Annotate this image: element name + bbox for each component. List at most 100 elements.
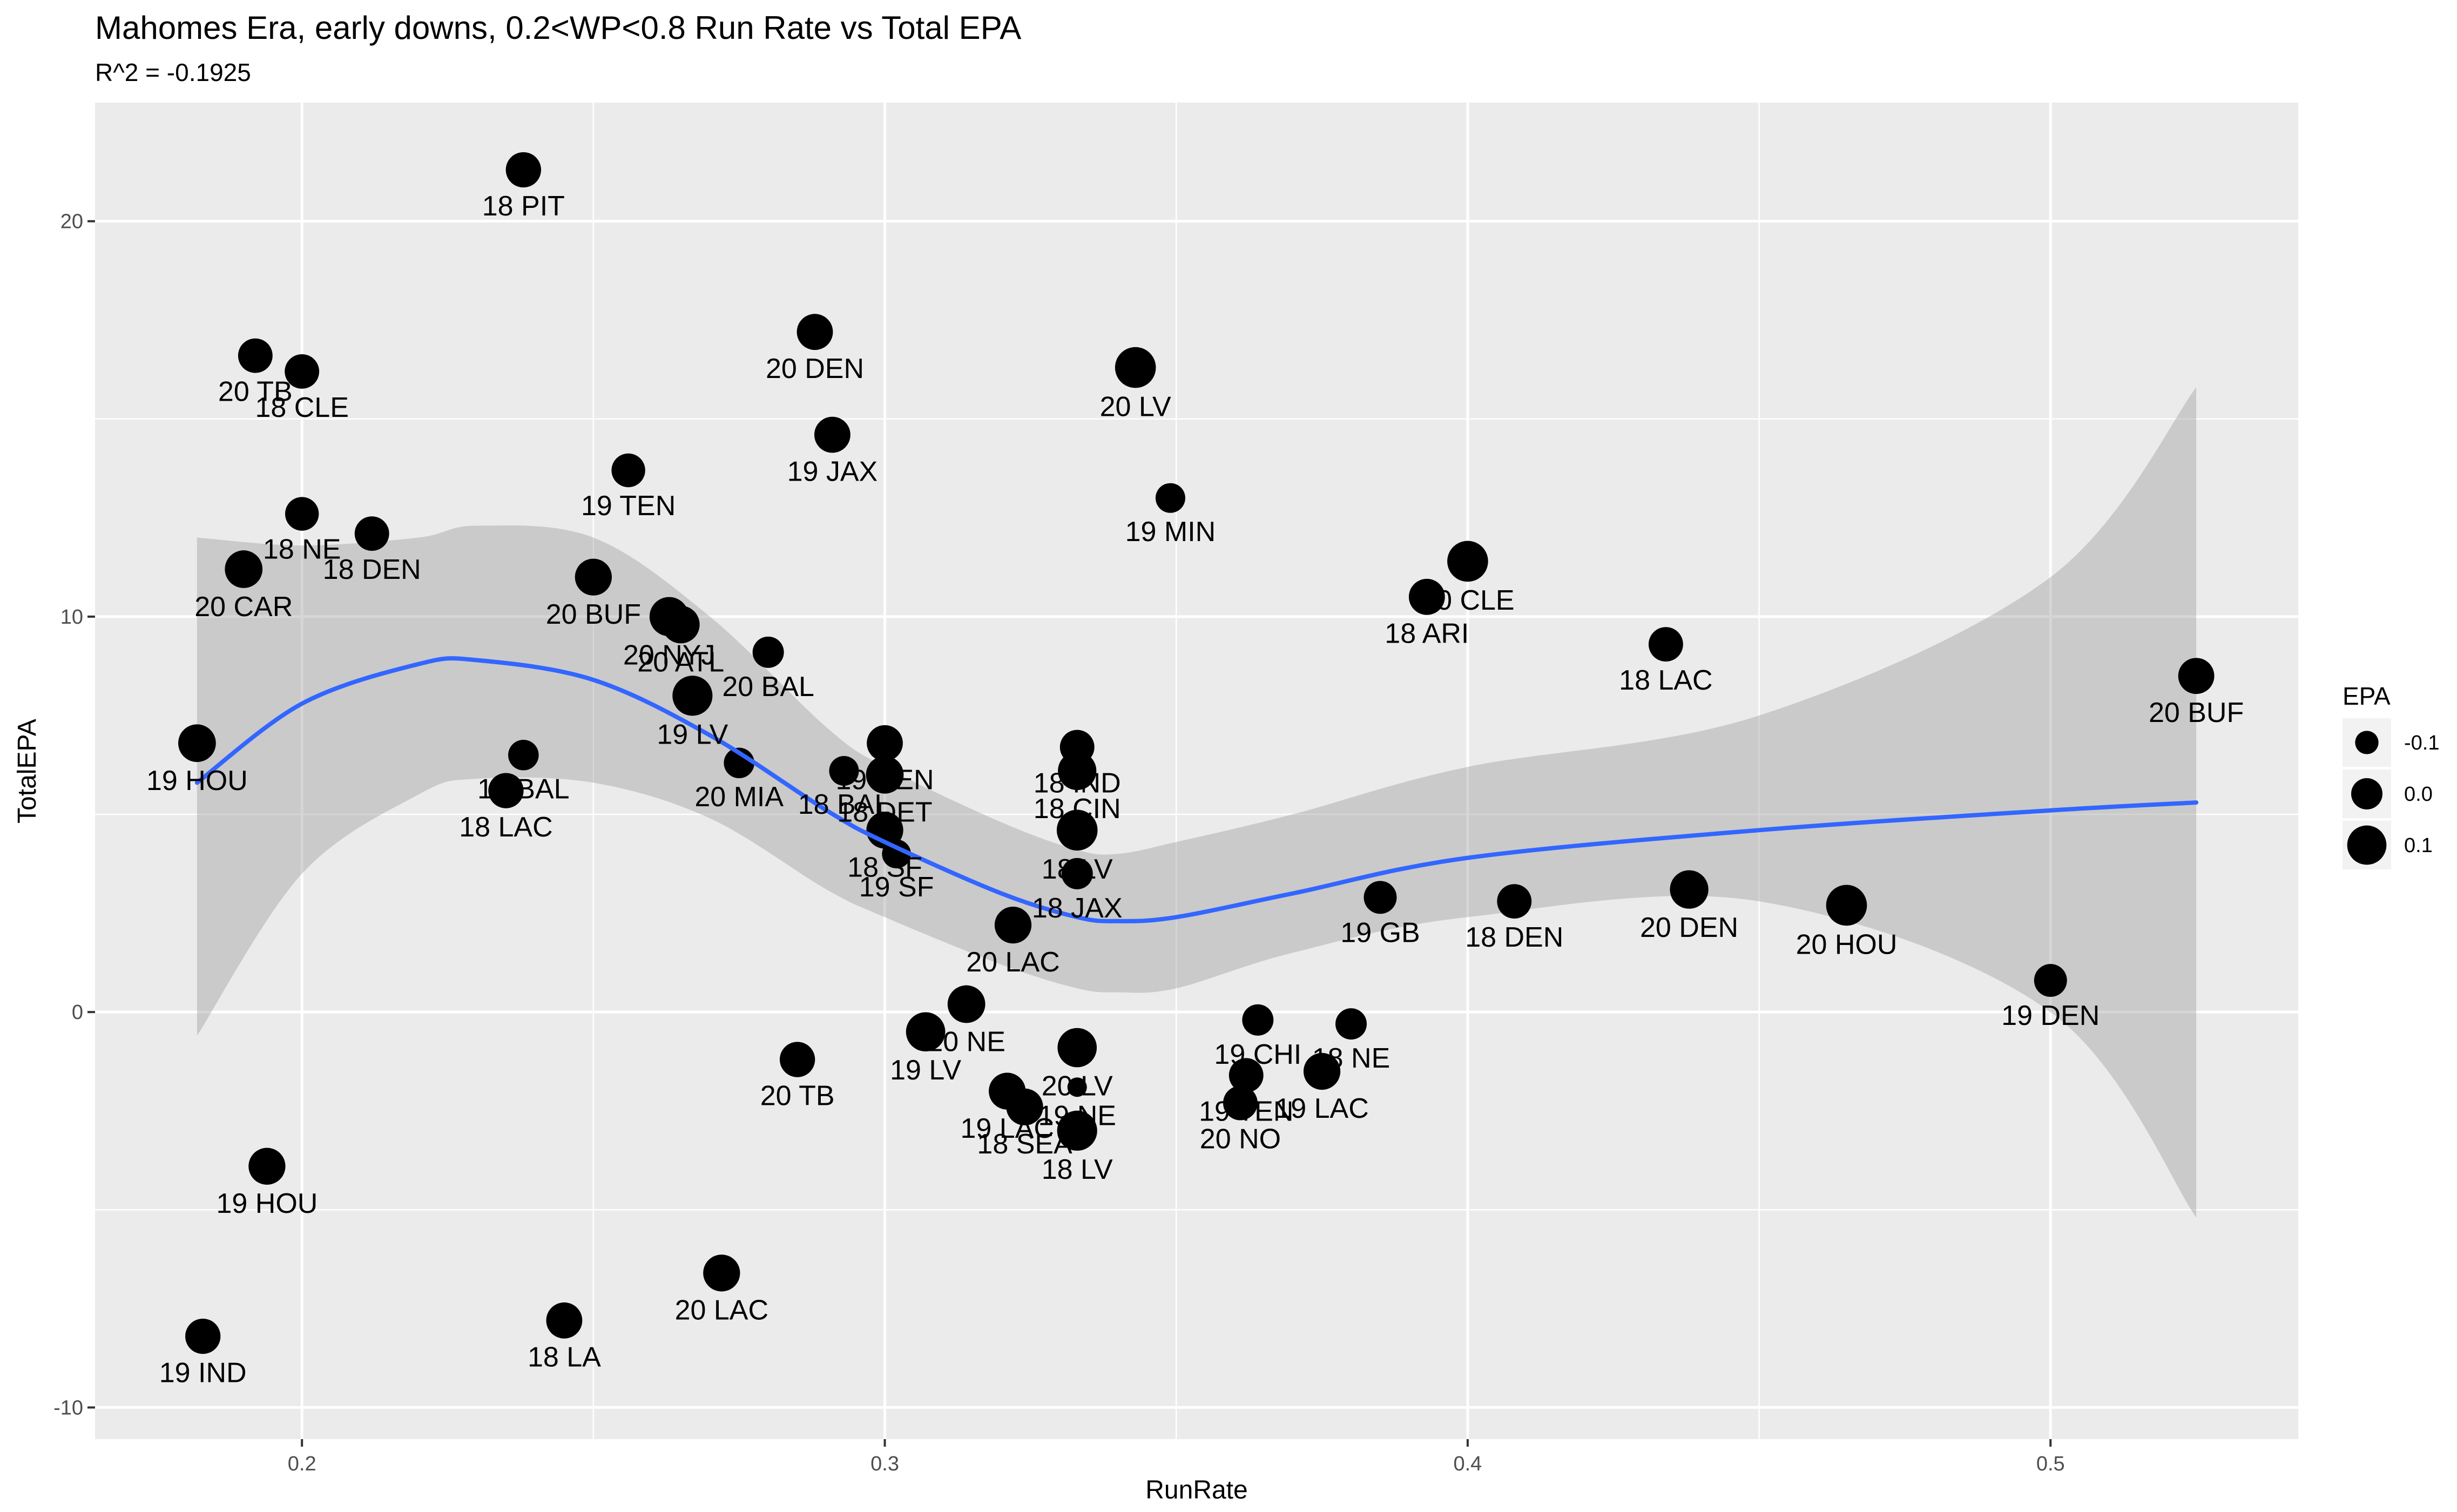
point-label: 19 LV <box>890 1055 961 1086</box>
point-label: 18 LA <box>528 1342 601 1373</box>
data-point <box>1115 347 1156 388</box>
data-point <box>814 416 850 453</box>
point-label: 19 TEN <box>581 490 676 522</box>
data-point <box>882 839 911 869</box>
point-label: 18 NE <box>1312 1043 1390 1074</box>
point-label: 19 LAC <box>960 1113 1054 1144</box>
data-point <box>225 550 263 588</box>
point-label: 19 MIN <box>1125 516 1216 548</box>
data-point <box>248 1148 286 1185</box>
legend-title: EPA <box>2343 682 2391 710</box>
data-point <box>672 676 713 716</box>
point-label: 18 JAX <box>1032 893 1123 924</box>
legend-label: 0.0 <box>2404 783 2433 806</box>
point-label: 19 SF <box>859 872 934 903</box>
point-label: 20 BAL <box>722 671 814 703</box>
point-label: 20 NE <box>927 1026 1005 1057</box>
point-label: 20 HOU <box>1796 929 1898 960</box>
confidence-band <box>197 387 2197 1218</box>
point-label: 20 BUF <box>2149 697 2244 728</box>
data-point <box>1497 884 1532 919</box>
data-point <box>611 453 645 488</box>
x-tick-label: 0.5 <box>2036 1453 2065 1475</box>
point-label: 18 DET <box>837 797 932 828</box>
legend-label: 0.1 <box>2404 834 2433 857</box>
point-label: 20 LV <box>1042 1070 1113 1102</box>
data-point <box>285 354 320 389</box>
point-label: 20 BUF <box>546 599 641 630</box>
data-point <box>1826 885 1867 926</box>
point-label: 18 DEN <box>323 554 421 585</box>
point-label: 19 LV <box>657 719 728 750</box>
point-label: 19 CHI <box>1214 1039 1301 1070</box>
point-label: 20 ATL <box>637 646 724 678</box>
data-point <box>1364 881 1397 914</box>
data-point <box>1058 751 1097 791</box>
point-label: 19 LAC <box>1275 1093 1368 1124</box>
point-label: 18 IND <box>1034 767 1121 799</box>
data-point <box>238 338 273 373</box>
data-point <box>1335 1008 1367 1040</box>
data-point <box>1648 627 1683 662</box>
point-label: 20 TB <box>760 1081 835 1112</box>
data-point <box>1670 870 1709 909</box>
point-label: 18 ARI <box>1385 618 1469 650</box>
data-point <box>185 1318 221 1354</box>
data-point <box>2034 964 2067 997</box>
data-point <box>796 314 833 350</box>
point-label: 18 CIN <box>1034 793 1121 825</box>
legend-symbol <box>2347 825 2387 865</box>
point-label: 19 BAL <box>477 773 570 805</box>
data-point <box>1006 1088 1043 1126</box>
point-label: 18 SF <box>847 852 922 883</box>
point-label: 18 NE <box>263 534 341 565</box>
data-point <box>829 755 859 786</box>
point-label: 19 JAX <box>787 456 878 487</box>
y-tick-label: 20 <box>60 211 83 233</box>
point-label: 20 CLE <box>1421 585 1514 616</box>
size-legend: EPA -0.1 0.0 0.1 <box>2343 682 2439 869</box>
data-point <box>505 152 541 188</box>
data-point <box>1056 809 1098 851</box>
data-point <box>1155 483 1185 513</box>
data-point <box>752 636 784 668</box>
point-label: 20 LAC <box>675 1295 768 1326</box>
y-axis-title: TotalEPA <box>13 719 42 824</box>
data-point <box>2178 658 2215 694</box>
point-label: 20 MIA <box>694 781 784 813</box>
data-point <box>1057 1028 1097 1068</box>
point-label: 18 LV <box>1042 854 1113 885</box>
x-axis-ticks: 0.2 0.3 0.4 0.5 <box>288 1439 2065 1475</box>
y-tick-label: 0 <box>72 1001 83 1024</box>
x-tick-label: 0.3 <box>870 1453 899 1475</box>
point-label: 19 NE <box>1038 1100 1116 1131</box>
loess-curve <box>194 656 2199 923</box>
point-label: 18 PIT <box>482 191 565 222</box>
data-point <box>1447 541 1488 582</box>
data-point <box>867 725 903 761</box>
data-point <box>488 773 524 808</box>
y-tick-label: -10 <box>53 1396 83 1419</box>
point-label: 20 NO <box>1200 1124 1281 1155</box>
data-point <box>354 516 389 551</box>
point-label: 19 DEN <box>2001 1000 2100 1031</box>
data-point <box>1408 578 1445 615</box>
data-point <box>994 906 1032 944</box>
point-label: 18 DEN <box>1465 922 1563 953</box>
x-tick-label: 0.4 <box>1453 1453 1482 1475</box>
data-points <box>178 152 2215 1354</box>
legend-symbol <box>2355 731 2379 754</box>
legend-symbol <box>2351 778 2382 809</box>
data-point <box>1228 1058 1264 1093</box>
point-label: 19 HOU <box>146 765 248 796</box>
point-label: 20 LV <box>1100 391 1171 422</box>
data-point <box>508 739 539 771</box>
data-point <box>1223 1085 1258 1120</box>
point-label: 18 CLE <box>255 392 348 423</box>
point-label: 18 LAC <box>459 812 552 843</box>
chart-title: Mahomes Era, early downs, 0.2<WP<0.8 Run… <box>95 10 1021 46</box>
y-axis-ticks: -10 0 10 20 <box>53 211 95 1419</box>
point-label: 20 NYJ <box>623 639 716 671</box>
